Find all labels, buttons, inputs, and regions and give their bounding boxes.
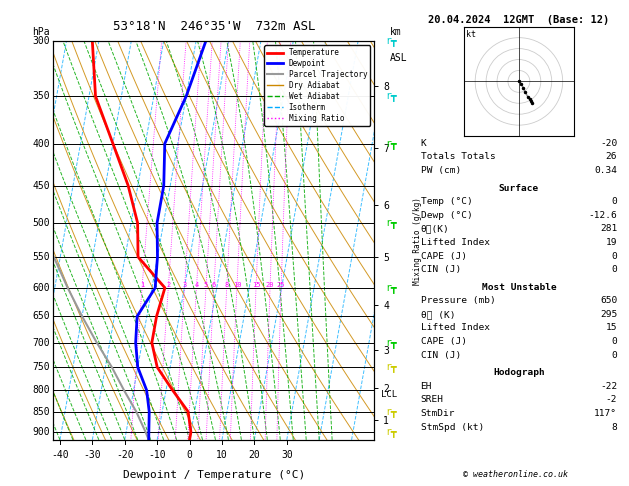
Text: r┳: r┳ (386, 218, 398, 228)
Text: 600: 600 (33, 283, 50, 293)
Text: -2: -2 (606, 395, 617, 404)
Text: CIN (J): CIN (J) (421, 265, 461, 274)
Text: 6: 6 (212, 282, 216, 288)
Text: 0: 0 (611, 252, 617, 260)
Text: Temp (°C): Temp (°C) (421, 197, 472, 206)
Text: CIN (J): CIN (J) (421, 351, 461, 360)
Text: PW (cm): PW (cm) (421, 166, 461, 175)
Text: 10: 10 (233, 282, 241, 288)
Text: 4: 4 (194, 282, 199, 288)
Text: km: km (390, 27, 402, 37)
Text: -10: -10 (148, 450, 166, 460)
Text: 117°: 117° (594, 409, 617, 418)
Text: r┳: r┳ (386, 338, 398, 347)
Text: 20: 20 (248, 450, 260, 460)
Text: -30: -30 (84, 450, 101, 460)
Text: 350: 350 (33, 91, 50, 101)
Text: StmDir: StmDir (421, 409, 455, 418)
Text: 15: 15 (606, 324, 617, 332)
Text: r┳: r┳ (386, 283, 398, 293)
Text: © weatheronline.co.uk: © weatheronline.co.uk (464, 469, 568, 479)
Text: 1: 1 (140, 282, 144, 288)
Text: 500: 500 (33, 218, 50, 228)
Text: 650: 650 (33, 311, 50, 321)
Text: 281: 281 (600, 225, 617, 233)
Text: 800: 800 (33, 385, 50, 395)
Text: 900: 900 (33, 427, 50, 437)
Text: 700: 700 (33, 338, 50, 347)
Text: hPa: hPa (33, 27, 50, 37)
Text: 26: 26 (606, 152, 617, 161)
Text: 0: 0 (611, 351, 617, 360)
Text: 750: 750 (33, 362, 50, 372)
Text: 0: 0 (611, 197, 617, 206)
Text: -40: -40 (51, 450, 69, 460)
Text: -12.6: -12.6 (589, 211, 617, 220)
Text: 0: 0 (187, 450, 192, 460)
Text: K: K (421, 139, 426, 148)
Text: Surface: Surface (499, 184, 539, 192)
Text: -22: -22 (600, 382, 617, 391)
Text: r┳: r┳ (386, 407, 398, 417)
Text: Pressure (mb): Pressure (mb) (421, 296, 495, 305)
Text: r┳: r┳ (386, 91, 398, 101)
Text: StmSpd (kt): StmSpd (kt) (421, 422, 484, 432)
Text: LCL: LCL (381, 390, 397, 399)
Text: 3: 3 (182, 282, 187, 288)
Text: r┳: r┳ (386, 362, 398, 372)
Text: Totals Totals: Totals Totals (421, 152, 495, 161)
Text: 20.04.2024  12GMT  (Base: 12): 20.04.2024 12GMT (Base: 12) (428, 15, 610, 25)
Text: 2: 2 (166, 282, 170, 288)
Text: -20: -20 (116, 450, 133, 460)
Text: 10: 10 (216, 450, 228, 460)
Text: ASL: ASL (390, 53, 408, 63)
Legend: Temperature, Dewpoint, Parcel Trajectory, Dry Adiabat, Wet Adiabat, Isotherm, Mi: Temperature, Dewpoint, Parcel Trajectory… (264, 45, 370, 126)
Text: EH: EH (421, 382, 432, 391)
Text: SREH: SREH (421, 395, 443, 404)
Text: 25: 25 (277, 282, 286, 288)
Text: 5: 5 (204, 282, 208, 288)
Text: 15: 15 (252, 282, 260, 288)
Text: 19: 19 (606, 238, 617, 247)
Text: CAPE (J): CAPE (J) (421, 337, 467, 346)
Text: 550: 550 (33, 252, 50, 262)
Text: 400: 400 (33, 139, 50, 149)
Text: θᴄ(K): θᴄ(K) (421, 225, 449, 233)
Text: 650: 650 (600, 296, 617, 305)
Text: θᴄ (K): θᴄ (K) (421, 310, 455, 319)
Text: kt: kt (467, 30, 476, 39)
Text: r┳: r┳ (386, 36, 398, 46)
Text: Most Unstable: Most Unstable (482, 283, 556, 292)
Text: 20: 20 (266, 282, 274, 288)
Text: 8: 8 (611, 422, 617, 432)
Text: 0: 0 (611, 265, 617, 274)
Text: r┳: r┳ (386, 427, 398, 437)
Text: 30: 30 (281, 450, 292, 460)
Text: CAPE (J): CAPE (J) (421, 252, 467, 260)
Text: Dewpoint / Temperature (°C): Dewpoint / Temperature (°C) (123, 469, 305, 480)
Text: 0: 0 (611, 337, 617, 346)
Text: 53°18'N  246°35'W  732m ASL: 53°18'N 246°35'W 732m ASL (113, 20, 315, 34)
Text: 300: 300 (33, 36, 50, 46)
Text: Mixing Ratio (g/kg): Mixing Ratio (g/kg) (413, 197, 422, 284)
Text: Hodograph: Hodograph (493, 368, 545, 377)
Text: 8: 8 (225, 282, 229, 288)
Text: -20: -20 (600, 139, 617, 148)
Text: 0.34: 0.34 (594, 166, 617, 175)
Text: Lifted Index: Lifted Index (421, 238, 489, 247)
Text: 295: 295 (600, 310, 617, 319)
Text: r┳: r┳ (386, 139, 398, 149)
Text: 450: 450 (33, 180, 50, 191)
Text: Dewp (°C): Dewp (°C) (421, 211, 472, 220)
Text: 850: 850 (33, 407, 50, 417)
Text: Lifted Index: Lifted Index (421, 324, 489, 332)
